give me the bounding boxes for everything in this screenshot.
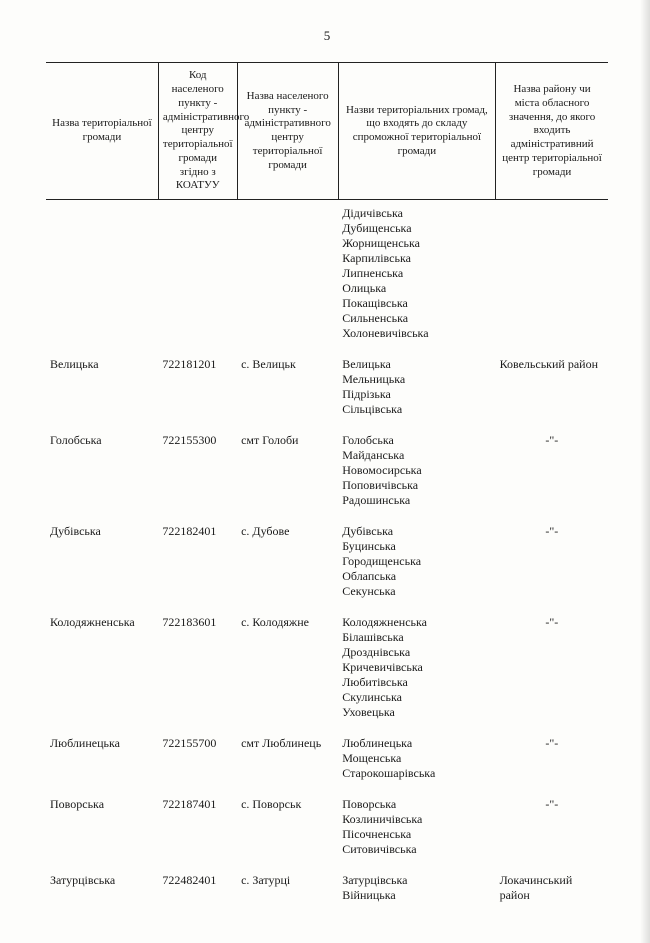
cell-code: 722155700 [158, 730, 237, 791]
member-item: Уховецька [342, 705, 491, 720]
cell-members: ЛюблинецькаМощенськаСтарокошарівська [338, 730, 495, 791]
cell-members: ЗатурцівськаВійницька [338, 867, 495, 913]
member-item: Дідичівська [342, 206, 491, 221]
member-item: Дубівська [342, 524, 491, 539]
member-item: Колодяжненська [342, 615, 491, 630]
cell-center: смт Люблинець [237, 730, 338, 791]
header-col5: Назва району чи міста обласного значення… [496, 63, 608, 200]
member-item: Білашівська [342, 630, 491, 645]
cell-community-name: Голобська [46, 427, 158, 518]
member-item: Жорнищенська [342, 236, 491, 251]
scan-shadow [640, 0, 650, 943]
cell-district: Локачинський район [496, 867, 608, 913]
member-item: Дрозднівська [342, 645, 491, 660]
cell-center: с. Велицьк [237, 351, 338, 427]
member-item: Сильненська [342, 311, 491, 326]
member-item: Затурцівська [342, 873, 491, 888]
member-item: Покащівська [342, 296, 491, 311]
table-row: Поворська722187401с. ПоворськПоворськаКо… [46, 791, 608, 867]
header-col4: Назви територіальних громад, що входять … [338, 63, 495, 200]
cell-code: 722482401 [158, 867, 237, 913]
cell-members: ВелицькаМельницькаПідрізькаСільцівська [338, 351, 495, 427]
table-row: ДідичівськаДубищенськаЖорнищенськаКарпил… [46, 200, 608, 352]
cell-center: с. Дубове [237, 518, 338, 609]
cell-community-name: Люблинецька [46, 730, 158, 791]
member-item: Дубищенська [342, 221, 491, 236]
table-row: Люблинецька722155700смт ЛюблинецьЛюблине… [46, 730, 608, 791]
member-item: Поповичівська [342, 478, 491, 493]
member-item: Облапська [342, 569, 491, 584]
document-page: 5 Назва територіальної громади Код насел… [0, 0, 650, 943]
table-row: Голобська722155300смт ГолобиГолобськаМай… [46, 427, 608, 518]
cell-members: ДідичівськаДубищенськаЖорнищенськаКарпил… [338, 200, 495, 352]
cell-community-name [46, 200, 158, 352]
table-header-row: Назва територіальної громади Код населен… [46, 63, 608, 200]
cell-members: КолодяжненськаБілашівськаДрозднівськаКри… [338, 609, 495, 730]
member-item: Старокошарівська [342, 766, 491, 781]
cell-center: с. Поворськ [237, 791, 338, 867]
cell-district: -"- [496, 730, 608, 791]
cell-community-name: Затурцівська [46, 867, 158, 913]
cell-district [496, 200, 608, 352]
header-col1: Назва територіальної громади [46, 63, 158, 200]
member-item: Майданська [342, 448, 491, 463]
table-row: Дубівська722182401с. ДубовеДубівськаБуци… [46, 518, 608, 609]
member-item: Любитівська [342, 675, 491, 690]
cell-code: 722182401 [158, 518, 237, 609]
cell-district: -"- [496, 609, 608, 730]
table-row: Велицька722181201с. ВелицькВелицькаМельн… [46, 351, 608, 427]
member-item: Сільцівська [342, 402, 491, 417]
member-item: Мельницька [342, 372, 491, 387]
member-item: Люблинецька [342, 736, 491, 751]
member-item: Кричевичівська [342, 660, 491, 675]
member-item: Мощенська [342, 751, 491, 766]
cell-code: 722181201 [158, 351, 237, 427]
cell-code: 722183601 [158, 609, 237, 730]
member-item: Підрізька [342, 387, 491, 402]
cell-center: с. Затурці [237, 867, 338, 913]
table-row: Колодяжненська722183601с. КолодяжнеКолод… [46, 609, 608, 730]
cell-district: -"- [496, 518, 608, 609]
cell-members: ДубівськаБуцинськаГородищенськаОблапська… [338, 518, 495, 609]
header-col2: Код населеного пункту - адміністративног… [158, 63, 237, 200]
cell-code [158, 200, 237, 352]
member-item: Олицька [342, 281, 491, 296]
cell-community-name: Колодяжненська [46, 609, 158, 730]
table-body: ДідичівськаДубищенськаЖорнищенськаКарпил… [46, 200, 608, 914]
member-item: Ситовичівська [342, 842, 491, 857]
table-row: Затурцівська722482401с. ЗатурціЗатурцівс… [46, 867, 608, 913]
member-item: Радошинська [342, 493, 491, 508]
member-item: Голобська [342, 433, 491, 448]
member-item: Новомосирська [342, 463, 491, 478]
member-item: Холоневичівська [342, 326, 491, 341]
header-col3: Назва населеного пункту - адміністративн… [237, 63, 338, 200]
member-item: Велицька [342, 357, 491, 372]
cell-code: 722187401 [158, 791, 237, 867]
member-item: Скулинська [342, 690, 491, 705]
community-table: Назва територіальної громади Код населен… [46, 62, 608, 913]
member-item: Городищенська [342, 554, 491, 569]
member-item: Буцинська [342, 539, 491, 554]
member-item: Липненська [342, 266, 491, 281]
cell-community-name: Дубівська [46, 518, 158, 609]
member-item: Пісочненська [342, 827, 491, 842]
cell-community-name: Поворська [46, 791, 158, 867]
member-item: Поворська [342, 797, 491, 812]
cell-code: 722155300 [158, 427, 237, 518]
cell-members: ГолобськаМайданськаНовомосирськаПоповичі… [338, 427, 495, 518]
cell-district: -"- [496, 427, 608, 518]
cell-center: смт Голоби [237, 427, 338, 518]
member-item: Війницька [342, 888, 491, 903]
cell-center [237, 200, 338, 352]
cell-members: ПоворськаКозлиничівськаПісочненськаСитов… [338, 791, 495, 867]
page-number: 5 [46, 28, 608, 44]
cell-center: с. Колодяжне [237, 609, 338, 730]
member-item: Секунська [342, 584, 491, 599]
member-item: Козлиничівська [342, 812, 491, 827]
cell-community-name: Велицька [46, 351, 158, 427]
cell-district: -"- [496, 791, 608, 867]
cell-district: Ковельський район [496, 351, 608, 427]
member-item: Карпилівська [342, 251, 491, 266]
